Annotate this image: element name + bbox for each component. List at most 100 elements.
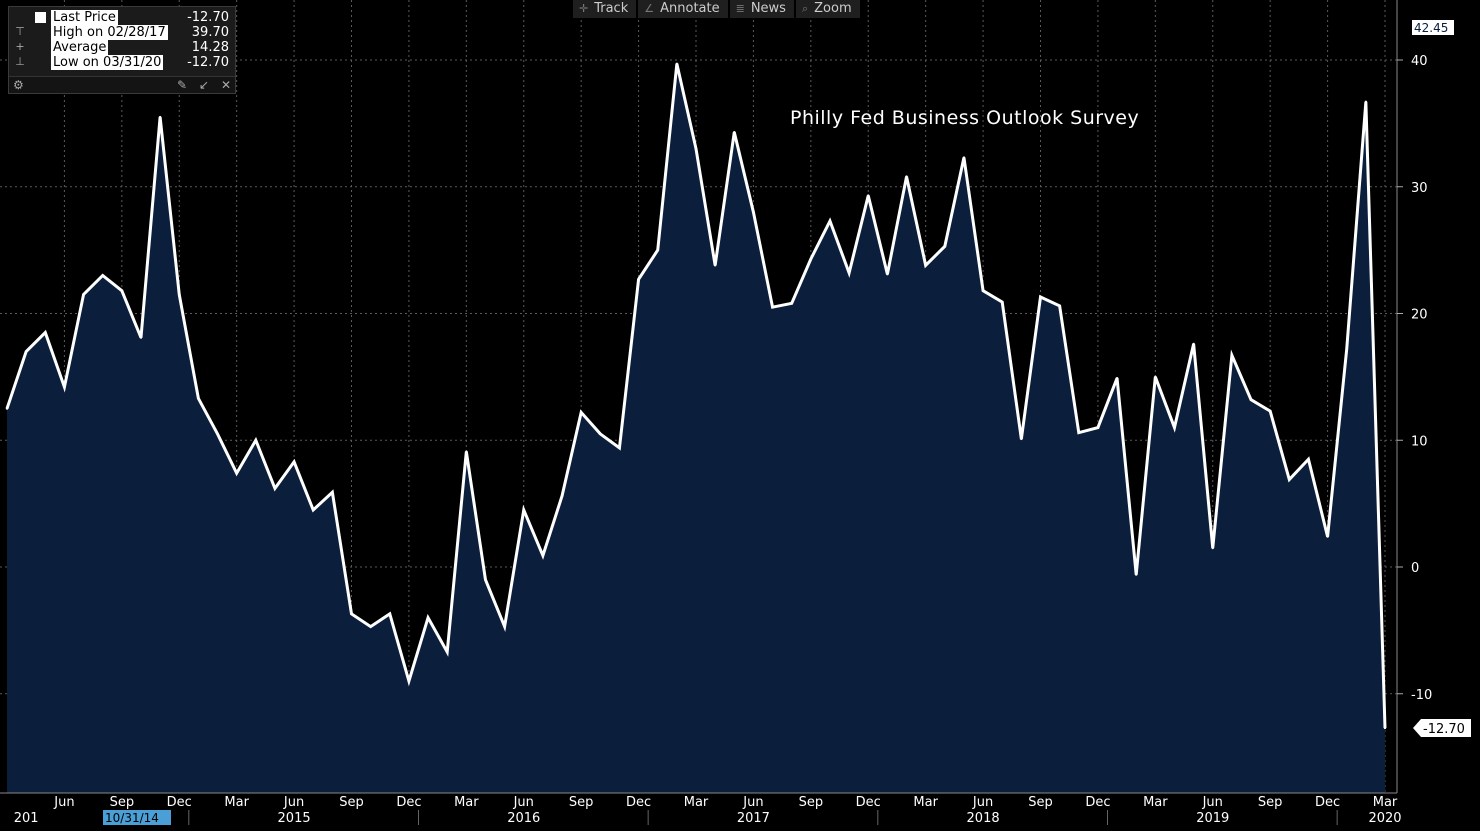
data-point bbox=[312, 508, 315, 512]
shrink-icon[interactable]: ↙ bbox=[199, 78, 210, 92]
x-tick-label: Jun bbox=[1202, 795, 1223, 810]
chart-toolbar: ✛ Track ∠ Annotate ≣ News ⌕ Zoom bbox=[573, 0, 860, 18]
year-label: 2017 bbox=[737, 811, 770, 826]
legend-swatch bbox=[35, 12, 46, 23]
year-label: 2015 bbox=[278, 811, 311, 826]
data-point bbox=[847, 271, 851, 275]
data-point bbox=[5, 407, 9, 410]
pencil-icon: ∠ bbox=[644, 2, 655, 15]
x-tick-label: Mar bbox=[1373, 795, 1398, 810]
data-point bbox=[331, 491, 334, 494]
legend-row-low[interactable]: ⊥ Low on 03/31/20 -12.70 bbox=[15, 55, 233, 70]
data-point bbox=[867, 194, 870, 197]
data-point bbox=[560, 494, 564, 498]
x-tick-label: Dec bbox=[1085, 795, 1110, 810]
range-start-badge-bg bbox=[103, 810, 171, 825]
legend-value: 14.28 bbox=[191, 40, 229, 55]
data-point bbox=[1115, 376, 1119, 380]
x-tick-label: Sep bbox=[1028, 795, 1053, 810]
year-label: 2020 bbox=[1368, 811, 1401, 826]
data-point bbox=[388, 612, 391, 616]
data-point bbox=[713, 264, 717, 267]
data-point bbox=[752, 210, 755, 214]
data-point bbox=[407, 679, 411, 683]
data-point bbox=[924, 264, 927, 267]
gear-icon[interactable]: ⚙ bbox=[13, 78, 24, 92]
data-point bbox=[63, 385, 66, 389]
x-tick-label: Jun bbox=[972, 795, 993, 810]
data-point bbox=[694, 147, 698, 150]
data-point bbox=[1230, 354, 1234, 357]
data-point bbox=[44, 331, 47, 334]
data-point bbox=[1134, 573, 1138, 576]
last-value-label: -12.70 bbox=[1423, 722, 1465, 737]
data-point bbox=[1058, 304, 1061, 308]
data-point bbox=[541, 554, 545, 557]
data-point bbox=[101, 274, 104, 277]
data-point bbox=[254, 439, 258, 442]
data-point bbox=[1383, 726, 1387, 730]
x-tick-label: Jun bbox=[283, 795, 304, 810]
zoom-label: Zoom bbox=[814, 1, 852, 16]
max-badge: 42.45 bbox=[1414, 21, 1448, 35]
pin-icon[interactable]: ✎ bbox=[177, 78, 188, 92]
x-tick-label: Jun bbox=[513, 795, 534, 810]
data-point bbox=[981, 289, 985, 292]
annotate-button[interactable]: ∠ Annotate bbox=[638, 0, 728, 18]
data-point bbox=[809, 257, 813, 261]
year-label: 2019 bbox=[1196, 811, 1229, 826]
data-point bbox=[139, 336, 143, 339]
data-point bbox=[484, 578, 487, 581]
axis-labels: -10 0 10 20 30 40 42.45 -12.70 Jun Sep Dec Mar Jun Se… bbox=[14, 20, 1471, 826]
x-tick-label: Mar bbox=[224, 795, 249, 810]
data-point bbox=[465, 450, 468, 453]
data-point bbox=[1192, 342, 1195, 346]
data-point bbox=[216, 432, 219, 436]
data-point bbox=[1154, 375, 1157, 379]
data-point bbox=[235, 472, 238, 475]
low-marker-icon: ⊥ bbox=[15, 55, 25, 68]
legend-label: High on 02/28/17 bbox=[51, 25, 168, 40]
data-point bbox=[350, 612, 353, 616]
zoom-button[interactable]: ⌕ Zoom bbox=[795, 0, 860, 18]
legend-row-last-price[interactable]: Last Price -12.70 bbox=[15, 10, 233, 25]
x-tick-label: Mar bbox=[913, 795, 938, 810]
data-point bbox=[1173, 426, 1176, 429]
news-button[interactable]: ≣ News bbox=[729, 0, 794, 18]
x-tick-label: Sep bbox=[339, 795, 364, 810]
x-tick-label: Sep bbox=[110, 795, 135, 810]
x-tick-label: Dec bbox=[396, 795, 421, 810]
x-tick-label: Mar bbox=[454, 795, 479, 810]
data-point bbox=[1345, 347, 1348, 351]
legend-value: 39.70 bbox=[191, 25, 229, 40]
data-point bbox=[675, 62, 679, 66]
close-icon[interactable]: ✕ bbox=[221, 78, 232, 92]
data-point bbox=[445, 650, 449, 654]
last-value-tag bbox=[1413, 718, 1471, 737]
legend-row-high[interactable]: ⊤ High on 02/28/17 39.70 bbox=[15, 25, 233, 40]
high-marker-icon: ⊤ bbox=[15, 25, 25, 38]
legend-row-average[interactable]: + Average 14.28 bbox=[15, 40, 233, 55]
legend-panel[interactable]: Last Price -12.70 ⊤ High on 02/28/17 39.… bbox=[8, 6, 236, 94]
data-point bbox=[733, 131, 736, 134]
data-point bbox=[120, 289, 124, 292]
y-tick-label: 40 bbox=[1411, 54, 1428, 69]
data-point bbox=[1039, 295, 1042, 299]
zoom-icon: ⌕ bbox=[801, 2, 809, 15]
data-point bbox=[618, 446, 621, 450]
data-point bbox=[790, 302, 793, 305]
legend-value: -12.70 bbox=[187, 10, 229, 25]
track-button[interactable]: ✛ Track bbox=[573, 0, 637, 18]
series-area bbox=[7, 63, 1385, 794]
news-label: News bbox=[750, 1, 786, 16]
x-tick-label: Dec bbox=[167, 795, 192, 810]
x-tick-label: Jun bbox=[742, 795, 763, 810]
legend-toolbar: ⚙ ✎ ↙ ✕ bbox=[9, 76, 235, 93]
data-point bbox=[579, 411, 583, 414]
axes bbox=[0, 0, 1403, 825]
data-point bbox=[1096, 426, 1100, 429]
data-point bbox=[1326, 535, 1329, 538]
x-tick-label: Mar bbox=[1143, 795, 1168, 810]
data-point bbox=[905, 175, 908, 178]
